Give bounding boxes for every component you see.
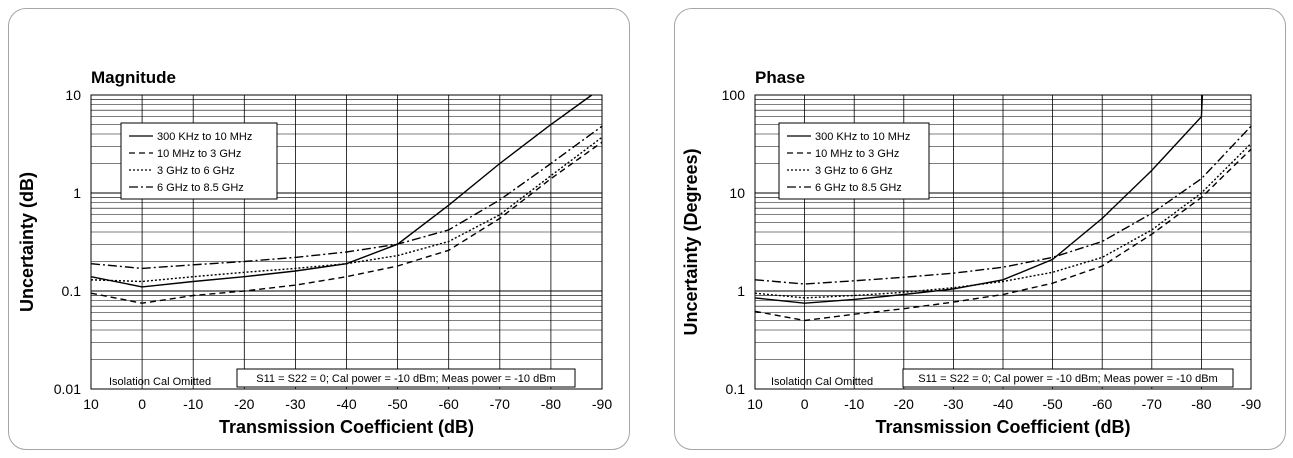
chart-title: Magnitude <box>91 68 176 87</box>
series-line-6-ghz-to-8-5-ghz <box>90 125 603 270</box>
x-tick-label: -20 <box>894 396 914 412</box>
x-tick-label: -20 <box>234 396 254 412</box>
x-tick-label: -70 <box>1142 396 1162 412</box>
legend-label: 3 GHz to 6 GHz <box>157 165 235 177</box>
x-tick-label: -30 <box>943 396 963 412</box>
x-tick-label: -10 <box>844 396 864 412</box>
magnitude-chart-panel: 10 0 -10 -20 -30 -40 -50 -60 -70 -80 -90 0.01 0.1 1 10… <box>8 8 630 450</box>
x-tick-label: -40 <box>336 396 356 412</box>
series-line-300-khz-to-10-mhz <box>754 94 1204 304</box>
x-tick-label: -30 <box>285 396 305 412</box>
series-line-10-mhz-to-3-ghz <box>90 141 603 304</box>
legend: 300 KHz to 10 MHz 10 MHz to 3 GHz 3 GHz to… <box>778 122 930 200</box>
x-tick-label: 0 <box>801 396 809 412</box>
annotation-conditions: S11 = S22 = 0; Cal power = -10 dBm; Meas… <box>256 373 555 385</box>
y-tick-label: 0.1 <box>62 283 82 299</box>
x-tick-label: -80 <box>1191 396 1211 412</box>
legend-label: 10 MHz to 3 GHz <box>157 148 241 160</box>
y-axis-label: Uncertainty (Degrees) <box>681 148 701 335</box>
x-tick-label: 10 <box>83 396 99 412</box>
x-tick-label: 10 <box>747 396 763 412</box>
annotation-isolation-cal-omitted: Isolation Cal Omitted <box>771 376 873 388</box>
legend-label: 300 KHz to 10 MHz <box>815 131 910 143</box>
series-line-6-ghz-to-8-5-ghz <box>754 125 1252 285</box>
magnitude-chart: 10 0 -10 -20 -30 -40 -50 -60 -70 -80 -90 0.01 0.1 1 10… <box>17 68 612 437</box>
legend-label: 6 GHz to 8.5 GHz <box>815 182 902 194</box>
x-tick-label: -50 <box>1042 396 1062 412</box>
legend-label: 6 GHz to 8.5 GHz <box>157 182 244 194</box>
phase-chart-panel: 10 0 -10 -20 -30 -40 -50 -60 -70 -80 -90 0.1 1 10 100 P… <box>674 8 1286 450</box>
x-axis-label: Transmission Coefficient (dB) <box>875 417 1130 437</box>
x-tick-label: -70 <box>490 396 510 412</box>
x-tick-label: -90 <box>592 396 612 412</box>
y-tick-label: 0.01 <box>54 381 81 397</box>
y-tick-label: 0.1 <box>726 381 746 397</box>
series-line-10-mhz-to-3-ghz <box>754 148 1252 322</box>
x-tick-label: 0 <box>138 396 146 412</box>
legend-label: 3 GHz to 6 GHz <box>815 165 893 177</box>
x-tick-label: -40 <box>993 396 1013 412</box>
x-tick-label: -10 <box>183 396 203 412</box>
x-axis-label: Transmission Coefficient (dB) <box>219 417 474 437</box>
annotation-isolation-cal-omitted: Isolation Cal Omitted <box>109 376 211 388</box>
phase-chart: 10 0 -10 -20 -30 -40 -50 -60 -70 -80 -900.1110100P… <box>681 68 1261 437</box>
chart-title: Phase <box>755 68 805 87</box>
x-tick-label: -80 <box>541 396 561 412</box>
x-tick-label: -60 <box>1092 396 1112 412</box>
y-axis-label: Uncertainty (dB) <box>17 172 37 312</box>
plot-area-border <box>90 94 603 390</box>
y-tick-label: 10 <box>729 185 745 201</box>
y-tick-label: 10 <box>65 87 81 103</box>
legend-label: 10 MHz to 3 GHz <box>815 148 899 160</box>
y-tick-label: 100 <box>722 87 746 103</box>
legend: 300 KHz to 10 MHz 10 MHz to 3 GHz 3 GHz to… <box>120 122 278 200</box>
series-line-3-ghz-to-6-ghz <box>754 143 1252 299</box>
x-tick-label: -90 <box>1241 396 1261 412</box>
annotation-conditions: S11 = S22 = 0; Cal power = -10 dBm; Meas… <box>918 373 1217 385</box>
y-tick-label: 1 <box>737 283 745 299</box>
x-tick-label: -60 <box>439 396 459 412</box>
plot-area-border <box>754 94 1252 390</box>
annotation-box <box>902 368 1234 388</box>
legend-label: 300 KHz to 10 MHz <box>157 131 252 143</box>
annotation-box <box>236 368 576 388</box>
y-tick-label: 1 <box>73 185 81 201</box>
x-tick-label: -50 <box>387 396 407 412</box>
series-line-3-ghz-to-6-ghz <box>90 136 603 283</box>
